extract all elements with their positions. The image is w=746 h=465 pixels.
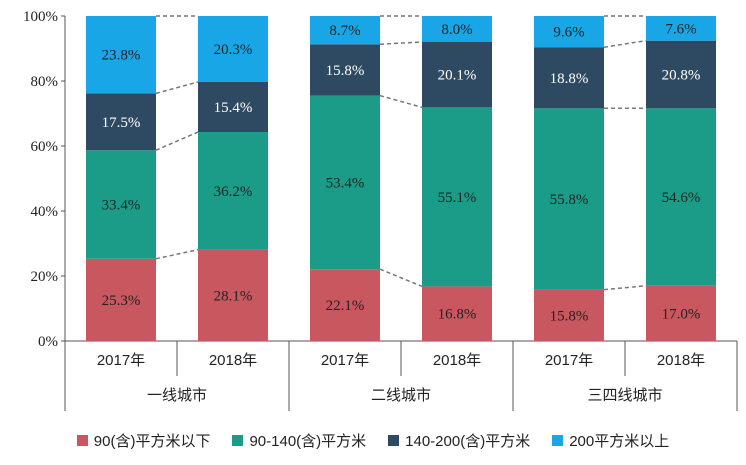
bar-segment <box>534 16 604 48</box>
data-label: 33.4% <box>102 198 141 214</box>
bar-segment <box>86 150 156 259</box>
data-label: 16.8% <box>438 307 477 323</box>
bar-segment <box>310 269 380 341</box>
y-tick-label: 80% <box>31 74 59 90</box>
legend: 90(含)平方米以下 90-140(含)平方米 140-200(含)平方米 200平方… <box>0 420 746 460</box>
group-label: 一线城市 <box>147 387 207 404</box>
bar-segment <box>86 16 156 94</box>
y-tick-label: 0% <box>38 334 58 350</box>
data-label: 20.1% <box>438 68 477 84</box>
bar-segment <box>534 289 604 341</box>
legend-swatch <box>76 434 88 446</box>
x-tick-label: 2018年 <box>433 352 481 369</box>
legend-item: 200平方米以上 <box>552 430 669 451</box>
data-label: 7.6% <box>665 21 696 37</box>
x-tick-label: 2017年 <box>321 352 369 369</box>
data-label: 9.6% <box>553 25 584 41</box>
data-label: 36.2% <box>214 184 253 200</box>
legend-item: 140-200(含)平方米 <box>388 430 530 451</box>
legend-label: 200平方米以上 <box>569 432 670 450</box>
bar-segment <box>646 16 716 41</box>
x-tick-label: 2017年 <box>545 352 593 369</box>
x-tick-label: 2018年 <box>657 352 705 369</box>
connector-line <box>603 39 647 48</box>
connector-line <box>155 131 199 151</box>
connector-line <box>379 94 423 109</box>
legend-label: 90(含)平方米以下 <box>93 432 211 450</box>
legend-label: 140-200(含)平方米 <box>405 432 531 450</box>
data-label: 55.1% <box>438 190 477 206</box>
bar-segment <box>422 286 492 341</box>
data-label: 15.8% <box>326 63 365 79</box>
legend-swatch <box>388 434 400 446</box>
data-label: 25.3% <box>102 293 141 309</box>
bar-segment <box>86 258 156 341</box>
legend-swatch <box>552 434 564 446</box>
bar-segment <box>422 107 492 287</box>
data-label: 22.1% <box>326 298 365 314</box>
data-label: 54.6% <box>662 190 701 206</box>
bar-segment <box>646 285 716 341</box>
bar-segment <box>310 95 380 270</box>
x-tick-label: 2017年 <box>97 352 145 369</box>
data-label: 23.8% <box>102 48 141 64</box>
bar-segment <box>310 44 380 96</box>
data-label: 20.3% <box>214 42 253 58</box>
data-label: 55.8% <box>550 192 589 208</box>
y-tick-label: 100% <box>23 9 58 25</box>
connector-line <box>379 41 423 46</box>
group-label: 二线城市 <box>371 387 431 404</box>
legend-item: 90-140(含)平方米 <box>232 430 366 451</box>
legend-item: 90(含)平方米以下 <box>76 430 211 451</box>
connector-line <box>155 81 199 95</box>
bar-segment <box>534 108 604 290</box>
x-tick-label: 2018年 <box>209 352 257 369</box>
data-label: 20.8% <box>662 68 701 84</box>
data-labels: 25.3% 33.4% 17.5% 23.8% 28.1% 36.2% 15.4% 20.3%… <box>102 21 701 324</box>
data-label: 15.8% <box>550 308 589 324</box>
bar-segment <box>198 249 268 341</box>
bars <box>86 16 716 341</box>
bar-segment <box>198 132 268 250</box>
bar-segment <box>198 16 268 82</box>
connectors <box>155 15 647 291</box>
bar-segment <box>646 108 716 286</box>
bar-segment <box>198 81 268 133</box>
bar-segment <box>646 40 716 109</box>
data-label: 8.0% <box>441 22 472 38</box>
data-label: 17.0% <box>662 306 701 322</box>
legend-swatch <box>232 434 244 446</box>
y-tick-label: 40% <box>31 204 59 220</box>
connector-line <box>155 248 199 260</box>
data-label: 8.7% <box>329 23 360 39</box>
connector-line <box>379 268 423 288</box>
y-tick-label: 20% <box>31 269 59 285</box>
data-label: 53.4% <box>326 175 365 191</box>
group-label: 三四线城市 <box>587 387 662 404</box>
legend-label: 90-140(含)平方米 <box>249 432 367 450</box>
data-label: 28.1% <box>214 288 253 304</box>
bar-segment <box>310 16 380 45</box>
y-tick-label: 60% <box>31 139 59 155</box>
bar-segment <box>534 47 604 109</box>
data-label: 18.8% <box>550 71 589 87</box>
bar-segment <box>422 16 492 42</box>
data-label: 15.4% <box>214 100 253 116</box>
data-label: 17.5% <box>102 115 141 131</box>
bar-segment <box>422 42 492 108</box>
connector-line <box>603 285 647 291</box>
bar-segment <box>86 93 156 151</box>
